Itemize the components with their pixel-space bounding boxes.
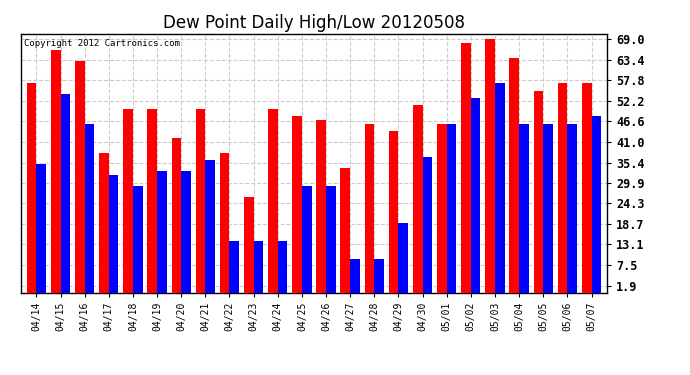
Bar	[374, 260, 384, 292]
Bar	[533, 91, 543, 292]
Bar	[268, 109, 278, 292]
Bar	[591, 116, 601, 292]
Bar	[413, 105, 422, 292]
Bar	[471, 98, 480, 292]
Bar	[230, 241, 239, 292]
Bar	[461, 43, 471, 292]
Bar	[302, 186, 312, 292]
Bar	[340, 168, 350, 292]
Text: Copyright 2012 Cartronics.com: Copyright 2012 Cartronics.com	[23, 39, 179, 48]
Bar	[543, 124, 553, 292]
Bar	[422, 157, 432, 292]
Bar	[495, 83, 504, 292]
Bar	[485, 39, 495, 292]
Title: Dew Point Daily High/Low 20120508: Dew Point Daily High/Low 20120508	[163, 14, 465, 32]
Bar	[437, 124, 446, 292]
Bar	[196, 109, 206, 292]
Bar	[278, 241, 288, 292]
Bar	[293, 116, 302, 292]
Bar	[350, 260, 359, 292]
Bar	[398, 223, 408, 292]
Bar	[61, 94, 70, 292]
Bar	[558, 83, 567, 292]
Bar	[582, 83, 591, 292]
Bar	[51, 50, 61, 292]
Bar	[519, 124, 529, 292]
Bar	[326, 186, 335, 292]
Bar	[567, 124, 577, 292]
Bar	[509, 58, 519, 292]
Bar	[85, 124, 95, 292]
Bar	[99, 153, 109, 292]
Bar	[388, 131, 398, 292]
Bar	[220, 153, 230, 292]
Bar	[124, 109, 133, 292]
Bar	[27, 83, 37, 292]
Bar	[364, 124, 374, 292]
Bar	[181, 171, 191, 292]
Bar	[244, 197, 254, 292]
Bar	[172, 138, 181, 292]
Bar	[133, 186, 143, 292]
Bar	[254, 241, 264, 292]
Bar	[206, 160, 215, 292]
Bar	[109, 175, 119, 292]
Bar	[157, 171, 167, 292]
Bar	[316, 120, 326, 292]
Bar	[446, 124, 456, 292]
Bar	[37, 164, 46, 292]
Bar	[148, 109, 157, 292]
Bar	[75, 61, 85, 292]
